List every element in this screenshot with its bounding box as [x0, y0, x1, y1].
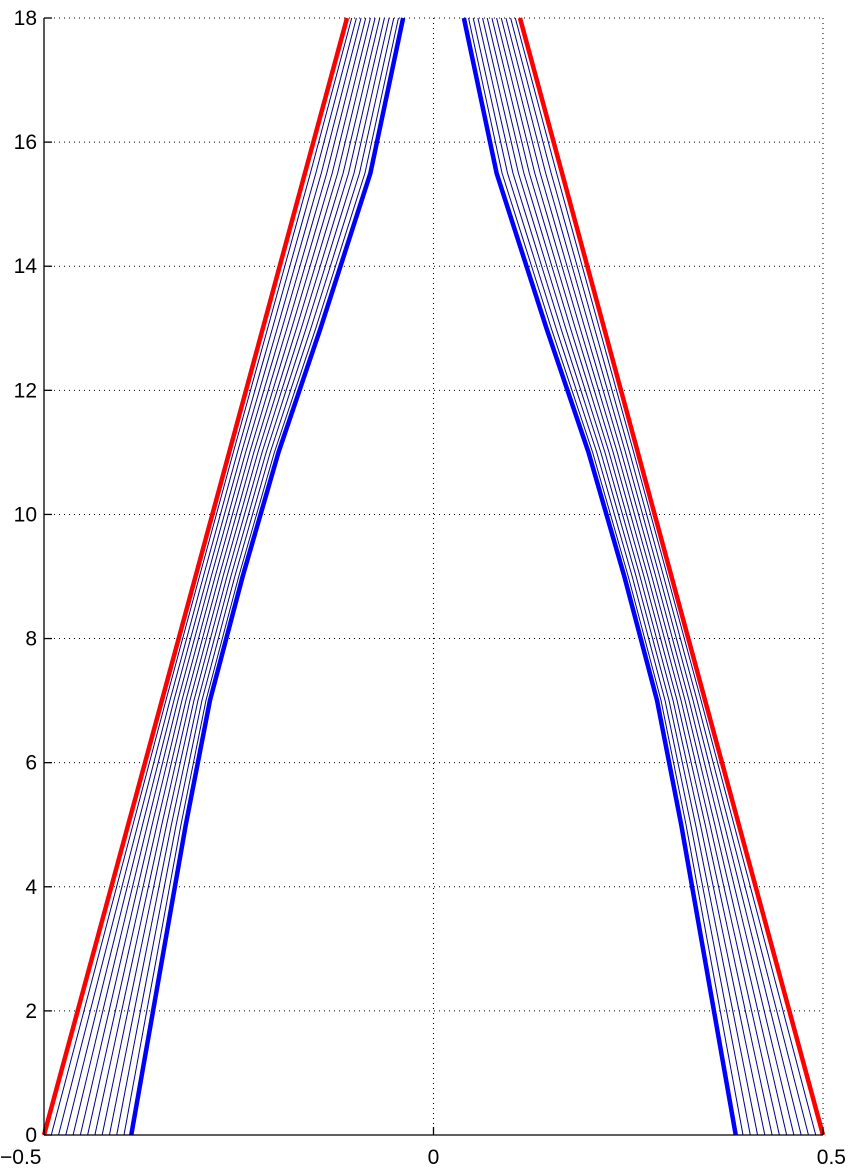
inner-boundary-right	[461, 17, 738, 1136]
axis-layer	[43, 17, 824, 1136]
family-line-left-6	[87, 17, 376, 1136]
family-line-left-8	[101, 17, 385, 1136]
inner-boundary-left	[129, 17, 406, 1136]
y-tick-label-7: 14	[14, 255, 38, 278]
y-tick-label-1: 2	[25, 1000, 37, 1023]
family-line-right-11	[468, 17, 744, 1136]
family-line-right-4	[500, 17, 795, 1136]
family-line-right-8	[482, 17, 766, 1136]
y-tick-label-5: 10	[14, 503, 37, 526]
family-line-right-5	[496, 17, 788, 1136]
family-line-left-5	[79, 17, 371, 1136]
family-line-left-11	[123, 17, 399, 1136]
outer-boundary-right	[517, 17, 826, 1136]
family-line-right-2	[510, 17, 809, 1136]
family-line-right-3	[505, 17, 802, 1136]
x-tick-label-0: −0.5	[0, 1146, 41, 1169]
family-line-left-7	[94, 17, 381, 1136]
family-line-left-2	[58, 17, 357, 1136]
family-line-left-1	[50, 17, 353, 1136]
family-line-left-4	[72, 17, 367, 1136]
family-line-left-10	[116, 17, 395, 1136]
family-line-right-10	[472, 17, 751, 1136]
family-line-right-9	[477, 17, 759, 1136]
x-tick-label-1: 0	[428, 1146, 440, 1169]
y-tick-label-0: 0	[25, 1124, 37, 1147]
y-tick-label-2: 4	[25, 876, 37, 899]
y-tick-label-3: 6	[25, 752, 37, 775]
family-line-right-1	[514, 17, 817, 1136]
outer-boundary-left	[41, 17, 350, 1136]
x-tick-label-2: 0.5	[817, 1146, 846, 1169]
family-line-right-7	[486, 17, 773, 1136]
family-line-left-9	[108, 17, 390, 1136]
family-line-left-3	[65, 17, 362, 1136]
y-tick-label-9: 18	[14, 7, 37, 30]
family-line-right-6	[491, 17, 780, 1136]
y-tick-label-4: 8	[25, 628, 37, 651]
y-tick-label-6: 12	[14, 379, 37, 402]
y-tick-label-8: 16	[14, 131, 37, 154]
lines-layer	[41, 17, 826, 1136]
